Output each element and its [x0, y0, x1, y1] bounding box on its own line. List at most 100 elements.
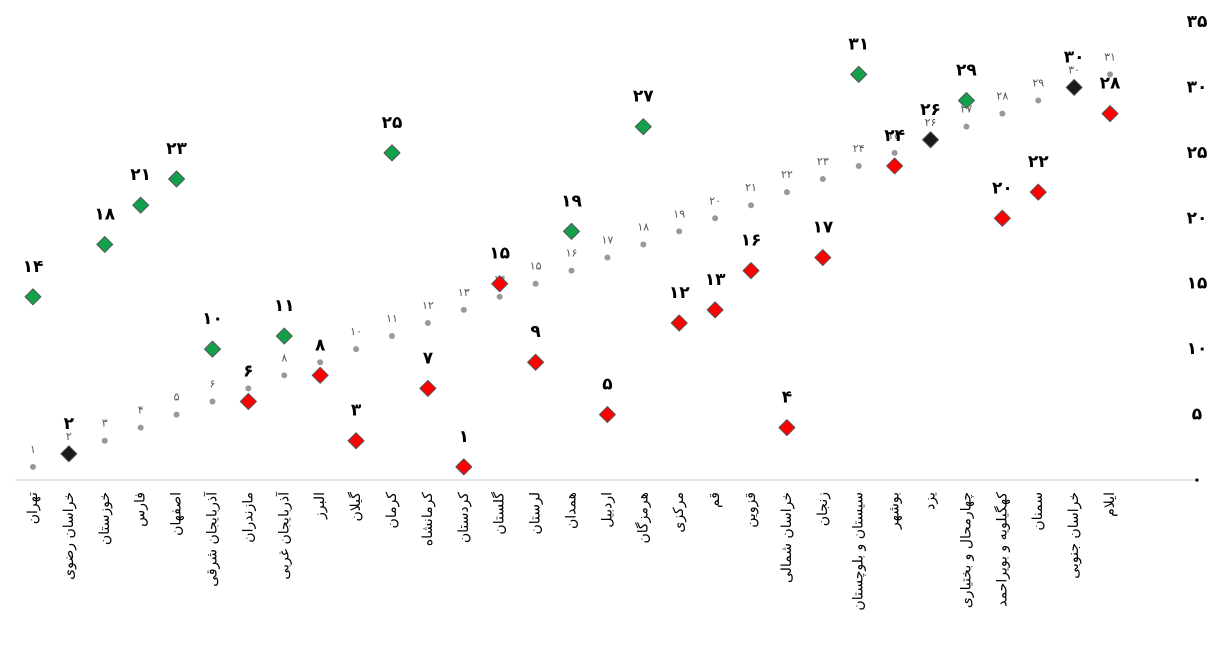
x-tick-label: لرستان — [528, 492, 544, 535]
data-label: ۱۶ — [741, 231, 762, 251]
rank-dot — [568, 267, 575, 274]
diamond — [1101, 105, 1119, 123]
rank-dot — [819, 176, 826, 183]
diamond — [347, 432, 365, 450]
diamond — [311, 366, 329, 384]
x-tick-label: چهارمحال و بختیاری — [958, 492, 974, 608]
rank-dot — [640, 241, 647, 248]
diamond — [527, 353, 545, 371]
diamond — [850, 65, 868, 83]
data-label: ۲۴ — [884, 126, 905, 146]
y-tick-label: ۳۵ — [1187, 12, 1208, 32]
x-tick-label: خراسان جنوبی — [1066, 492, 1082, 579]
data-label: ۳۱ — [848, 34, 869, 54]
rank-label: ۲۰ — [709, 194, 721, 207]
rank-label: ۲۹ — [1032, 77, 1044, 90]
rank-label: ۲۱ — [745, 181, 757, 194]
rank-label: ۳۰ — [1068, 63, 1080, 76]
rank-label: ۱۵ — [530, 260, 542, 273]
data-label: ۲۶ — [920, 100, 941, 120]
rank-label: ۱۳ — [458, 286, 470, 299]
data-label: ۱۳ — [705, 270, 726, 290]
diamond — [706, 301, 724, 319]
x-tick-label: سمنان — [1030, 492, 1046, 531]
rank-label: ۲۶ — [925, 116, 937, 129]
diamond — [778, 419, 796, 437]
diamond — [239, 392, 257, 410]
data-label: ۷ — [423, 348, 434, 368]
data-label: ۲۹ — [956, 61, 977, 81]
rank-label: ۱۱ — [386, 312, 398, 325]
rank-label: ۲۸ — [996, 90, 1008, 103]
diamond — [60, 445, 78, 463]
rank-label: ۳۱ — [1104, 50, 1116, 63]
diamond — [563, 222, 580, 240]
data-label: ۲۱ — [130, 165, 151, 185]
diamond — [168, 170, 186, 188]
rank-dot — [783, 189, 790, 196]
y-tick-label: ۲۰ — [1187, 208, 1208, 228]
x-tick-label: کرمانشاه — [420, 492, 436, 546]
rank-dot — [137, 424, 144, 431]
rank-label: ۲۵ — [889, 129, 901, 142]
data-label: ۱۲ — [669, 283, 690, 303]
x-tick-label: اصفهان — [169, 492, 185, 536]
x-tick-label: کرمان — [384, 492, 400, 529]
data-label: ۲۲ — [1028, 152, 1049, 172]
rank-label: ۲۷ — [961, 103, 973, 116]
x-tick-label: قزوین — [743, 492, 759, 528]
diamond — [634, 118, 652, 136]
x-tick-label: همدان — [564, 492, 580, 529]
rank-dot — [999, 110, 1006, 117]
diamond — [491, 275, 509, 293]
x-tick-label: فارس — [133, 492, 149, 527]
data-label: ۲ — [64, 414, 75, 434]
x-tick-label: قم — [707, 492, 723, 508]
data-label: ۳۰ — [1064, 47, 1085, 67]
diamond — [383, 144, 401, 162]
data-label: ۲۸ — [1100, 74, 1121, 94]
rank-dot — [1107, 71, 1114, 78]
rank-dot — [676, 228, 683, 235]
data-label: ۱ — [459, 427, 469, 447]
rank-dot — [29, 463, 36, 470]
diamond — [993, 209, 1011, 227]
data-label: ۲۰ — [992, 178, 1013, 198]
rank-label: ۹ — [317, 338, 323, 351]
rank-label: ۷ — [245, 364, 251, 377]
y-tick-label: ۱۰ — [1187, 339, 1208, 359]
rank-dot — [281, 372, 288, 379]
data-label: ۱۱ — [274, 296, 295, 316]
rank-label: ۱۲ — [422, 299, 434, 312]
rank-label: ۴ — [138, 404, 144, 417]
rank-label: ۱۶ — [566, 247, 578, 260]
rank-label: ۶ — [210, 377, 216, 390]
data-label: ۶ — [243, 361, 253, 381]
data-label: ۱۴ — [23, 257, 44, 277]
rank-dot — [891, 149, 898, 156]
rank-label: ۲۳ — [817, 155, 829, 168]
data-label: ۱۸ — [94, 204, 115, 224]
x-tick-label: اردبیل — [599, 492, 615, 528]
x-tick-label: سیستان و بلوچستان — [851, 492, 867, 611]
diamond — [814, 249, 832, 267]
data-label: ۱۷ — [812, 218, 833, 238]
data-label: ۱۵ — [489, 244, 510, 264]
x-tick-label: آذربایجان شرقی — [203, 491, 220, 587]
rank-dot — [712, 215, 719, 222]
diamond — [1065, 78, 1083, 96]
x-tick-label: خوزستان — [97, 492, 113, 545]
diamond — [275, 327, 293, 345]
diamond — [203, 340, 221, 358]
x-tick-label: بوشهر — [887, 492, 903, 530]
rank-dot — [353, 346, 360, 353]
rank-dot — [209, 398, 216, 405]
x-tick-label: یزد — [923, 492, 939, 510]
diamond — [670, 314, 688, 332]
y-tick-label: ۰ — [1192, 470, 1202, 490]
diamond — [419, 379, 437, 397]
diamond — [132, 196, 150, 214]
rank-label: ۸ — [281, 351, 287, 364]
x-tick-label: آذربایجان غربی — [275, 491, 292, 580]
